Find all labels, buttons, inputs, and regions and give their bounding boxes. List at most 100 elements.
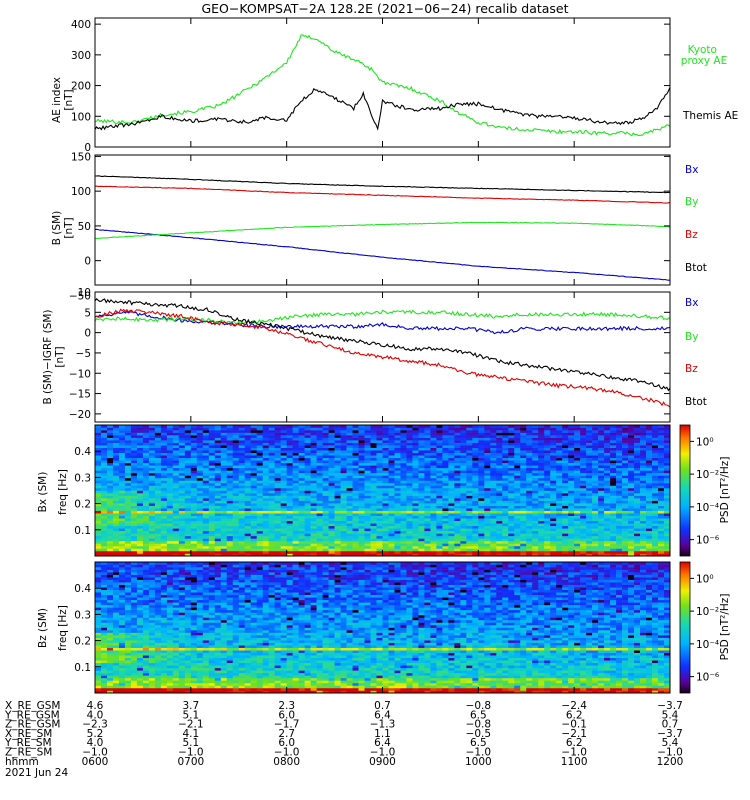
spectrogram-cell	[310, 538, 317, 542]
spectrogram-cell	[508, 503, 515, 506]
spectrogram-cell	[328, 425, 335, 428]
bsm-panel-frame	[94, 154, 671, 286]
spectrogram-cell	[250, 460, 258, 464]
spectrogram-cell	[250, 465, 258, 469]
spectrogram-cell	[370, 450, 377, 454]
spectrogram-cell	[346, 493, 353, 496]
spectrogram-cell	[232, 550, 240, 554]
spectrogram-cell	[370, 467, 377, 471]
spectrogram-cell	[430, 500, 437, 504]
spectrogram-cell	[280, 508, 287, 511]
spectrogram-cell	[130, 508, 138, 511]
spectrogram-cell	[430, 493, 437, 496]
spectrogram-cell	[628, 525, 635, 529]
spectrogram-cell	[136, 505, 144, 509]
spectrogram-cell	[358, 487, 365, 491]
spectrogram-cell	[526, 427, 533, 431]
spectrogram-cell	[448, 530, 455, 534]
spectrogram-cell	[562, 528, 569, 532]
spectrogram-cell	[448, 540, 455, 544]
spectrogram-cell	[340, 442, 347, 446]
spectrogram-cell	[166, 487, 174, 491]
spectrogram-cell	[244, 500, 252, 504]
spectrogram-cell	[400, 505, 407, 509]
spectrogram-cell	[406, 480, 413, 484]
spectrogram-cell	[442, 513, 449, 516]
spectrogram-cell	[544, 450, 551, 454]
spectrogram-cell	[286, 535, 293, 539]
spectrogram-cell	[478, 518, 485, 522]
spectrogram-cell	[400, 525, 407, 529]
spectrogram-cell	[424, 427, 431, 431]
spectrogram-cell	[400, 490, 407, 494]
spectrogram-cell	[328, 523, 335, 527]
bsm-ylabel: B (SM)	[51, 211, 63, 245]
spectrogram-cell	[172, 440, 180, 443]
spectrogram-cell	[628, 485, 635, 489]
spectrogram-cell	[184, 530, 192, 534]
spectrogram-cell	[538, 467, 545, 471]
spectrogram-cell	[118, 510, 126, 514]
spectrogram-cell	[526, 495, 533, 499]
spectrogram-cell	[250, 495, 258, 499]
spectrogram-cell	[142, 535, 150, 539]
spectrogram-cell	[490, 495, 497, 499]
spectrogram-cell	[172, 462, 180, 466]
spectrogram-cell	[136, 513, 144, 516]
spectrogram-cell	[238, 442, 246, 446]
spectrogram-cell	[214, 528, 222, 532]
spectrogram-cell	[298, 467, 305, 471]
spectrogram-cell	[598, 435, 605, 438]
spectrogram-cell	[550, 550, 557, 554]
spectrogram-cell	[190, 543, 198, 547]
spectrogram-cell	[226, 520, 234, 524]
spectrogram-cell	[328, 427, 335, 431]
spectrogram-cell	[184, 462, 192, 466]
spectrogram-cell	[172, 543, 180, 547]
spectrogram-cell	[142, 505, 150, 509]
spectrogram-cell	[112, 535, 120, 539]
spectrogram-cell	[334, 553, 341, 557]
spectrogram-cell	[628, 432, 635, 436]
spectrogram-cell	[244, 440, 252, 443]
spectrogram-cell	[442, 523, 449, 527]
spectrogram-cell	[148, 545, 156, 549]
spectrogram-cell	[412, 445, 419, 448]
spectrogram-cell	[628, 538, 635, 542]
spectrogram-cell	[574, 467, 581, 471]
spectrogram-cell	[346, 503, 353, 506]
spectrogram-cell	[448, 460, 455, 464]
spectrogram-cell	[346, 430, 353, 433]
spectrogram-cell	[334, 535, 341, 539]
spectrogram-cell	[514, 435, 521, 438]
spectrogram-cell	[592, 487, 599, 491]
spectrogram-cell	[322, 490, 329, 494]
spectrogram-cell	[220, 500, 228, 504]
spectrogram-cell	[364, 525, 371, 529]
spectrogram-cell	[172, 530, 180, 534]
spectrogram-cell	[616, 450, 623, 454]
spectrogram-cell	[202, 487, 210, 491]
spectrogram-cell	[484, 432, 491, 436]
spectrogram-cell	[448, 425, 455, 428]
spectrogram-cell	[238, 465, 246, 469]
spectrogram-cell	[244, 462, 252, 466]
spectrogram-cell	[478, 450, 485, 454]
spectrogram-cell	[490, 493, 497, 496]
legend-bz: Bz	[685, 229, 698, 241]
spectrogram-cell	[136, 535, 144, 539]
spectrogram-cell	[538, 460, 545, 464]
spectrogram-cell	[310, 510, 317, 514]
spectrogram-cell	[550, 470, 557, 474]
spectrogram-cell	[454, 528, 461, 532]
spectrogram-cell	[430, 535, 437, 539]
spectrogram-cell	[256, 430, 264, 433]
spectrogram-cell	[298, 430, 305, 433]
spectrogram-cell	[418, 470, 425, 474]
spectrogram-cell	[100, 515, 108, 519]
spectrogram-cell	[316, 445, 323, 448]
spectrogram-cell	[118, 533, 126, 537]
spectrogram-cell	[112, 442, 120, 446]
spectrogram-cell	[256, 472, 264, 476]
spectrogram-cell	[616, 538, 623, 542]
